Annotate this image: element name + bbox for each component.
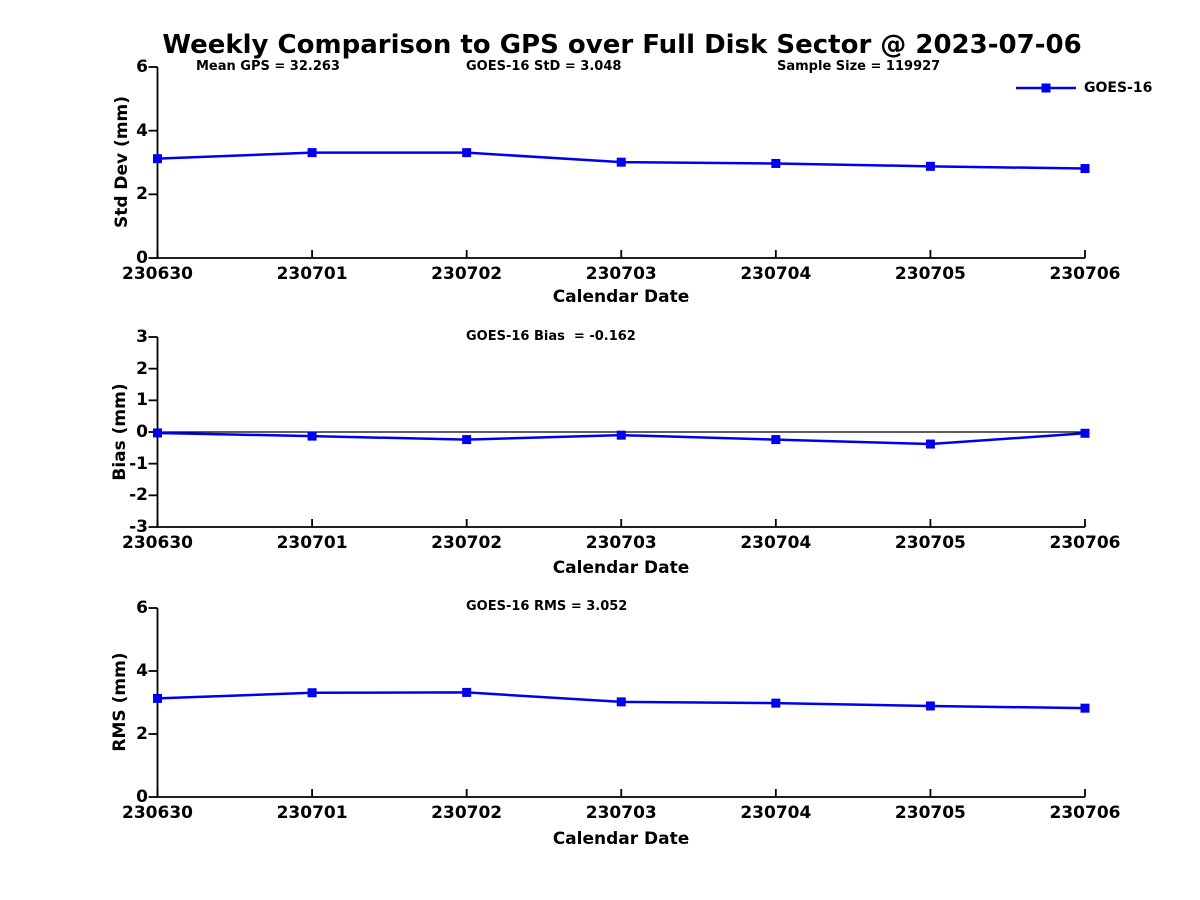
x-tick-label: 230701 xyxy=(276,264,348,284)
data-point-marker xyxy=(462,435,472,445)
annotation-mean-gps: Mean GPS = 32.263 xyxy=(196,59,340,74)
data-point-marker xyxy=(153,693,162,703)
y-tick-label: 0 xyxy=(136,787,148,807)
x-tick-label: 230705 xyxy=(894,533,966,553)
y-tick-label: 1 xyxy=(136,390,148,411)
y-tick-label: -3 xyxy=(129,517,148,537)
y-tick-label: 2 xyxy=(136,724,148,744)
data-point-marker xyxy=(616,697,626,707)
figure-title: Weekly Comparison to GPS over Full Disk … xyxy=(162,30,1082,60)
x-tick-label: 230701 xyxy=(276,803,348,823)
data-point-marker xyxy=(1080,164,1090,174)
data-point-marker xyxy=(616,157,626,167)
annotation-std: GOES-16 StD = 3.048 xyxy=(466,59,622,74)
legend-sample xyxy=(1016,83,1076,93)
legend-label: GOES-16 xyxy=(1084,80,1153,96)
y-tick-label: 6 xyxy=(136,598,148,618)
y-tick-label: -2 xyxy=(129,485,148,506)
y-tick-label: 6 xyxy=(136,57,148,77)
x-tick-label: 230630 xyxy=(122,803,193,823)
panel-1-plot xyxy=(148,66,1090,259)
y-tick-label: 2 xyxy=(136,184,148,205)
y-tick-label: 4 xyxy=(136,661,148,681)
panel3-title: GOES-16 RMS = 3.052 xyxy=(466,599,628,614)
x-tick-label: 230704 xyxy=(740,264,812,284)
panel3-xlabel: Calendar Date xyxy=(552,829,690,849)
panel2-title: GOES-16 Bias = -0.162 xyxy=(466,329,636,344)
y-tick-label: 4 xyxy=(136,120,148,141)
data-point-marker xyxy=(462,687,472,697)
panel1-xlabel: Calendar Date xyxy=(552,287,690,307)
data-point-marker xyxy=(925,439,935,449)
legend-square-marker-icon xyxy=(1041,83,1051,93)
x-tick-label: 230630 xyxy=(122,264,193,284)
y-tick-label: 0 xyxy=(136,422,148,442)
x-tick-label: 230703 xyxy=(585,803,657,823)
x-tick-label: 230702 xyxy=(431,533,503,553)
panel2-xlabel: Calendar Date xyxy=(552,558,690,578)
x-tick-label: 230706 xyxy=(1049,533,1121,553)
x-tick-label: 230702 xyxy=(431,264,503,284)
data-point-marker xyxy=(307,148,317,158)
x-tick-label: 230703 xyxy=(585,533,657,553)
data-point-marker xyxy=(1080,703,1090,713)
x-tick-label: 230706 xyxy=(1049,803,1121,823)
panel-3-plot xyxy=(148,607,1090,798)
data-point-marker xyxy=(925,701,935,711)
y-tick-label: 0 xyxy=(136,248,148,268)
x-tick-label: 230630 xyxy=(122,533,193,553)
data-point-marker xyxy=(307,431,317,441)
data-point-marker xyxy=(925,161,935,171)
panel-2-plot xyxy=(148,336,1090,528)
y-tick-label: 3 xyxy=(136,327,148,347)
data-point-marker xyxy=(307,688,317,698)
data-point-marker xyxy=(153,428,162,438)
x-tick-label: 230705 xyxy=(894,264,966,284)
data-point-marker xyxy=(771,698,781,708)
x-tick-label: 230705 xyxy=(894,803,966,823)
data-point-marker xyxy=(153,154,162,164)
data-point-marker xyxy=(771,435,781,445)
data-point-marker xyxy=(771,158,781,168)
x-tick-label: 230703 xyxy=(585,264,657,284)
x-tick-label: 230704 xyxy=(740,533,812,553)
data-point-marker xyxy=(462,148,472,158)
x-tick-label: 230704 xyxy=(740,803,812,823)
y-tick-label: -1 xyxy=(129,453,148,474)
x-tick-label: 230701 xyxy=(276,533,348,553)
annotation-sample-size: Sample Size = 119927 xyxy=(777,59,941,74)
y-tick-label: 2 xyxy=(136,358,148,379)
x-tick-label: 230706 xyxy=(1049,264,1121,284)
data-point-marker xyxy=(1080,428,1090,438)
x-tick-label: 230702 xyxy=(431,803,503,823)
data-point-marker xyxy=(616,430,626,440)
